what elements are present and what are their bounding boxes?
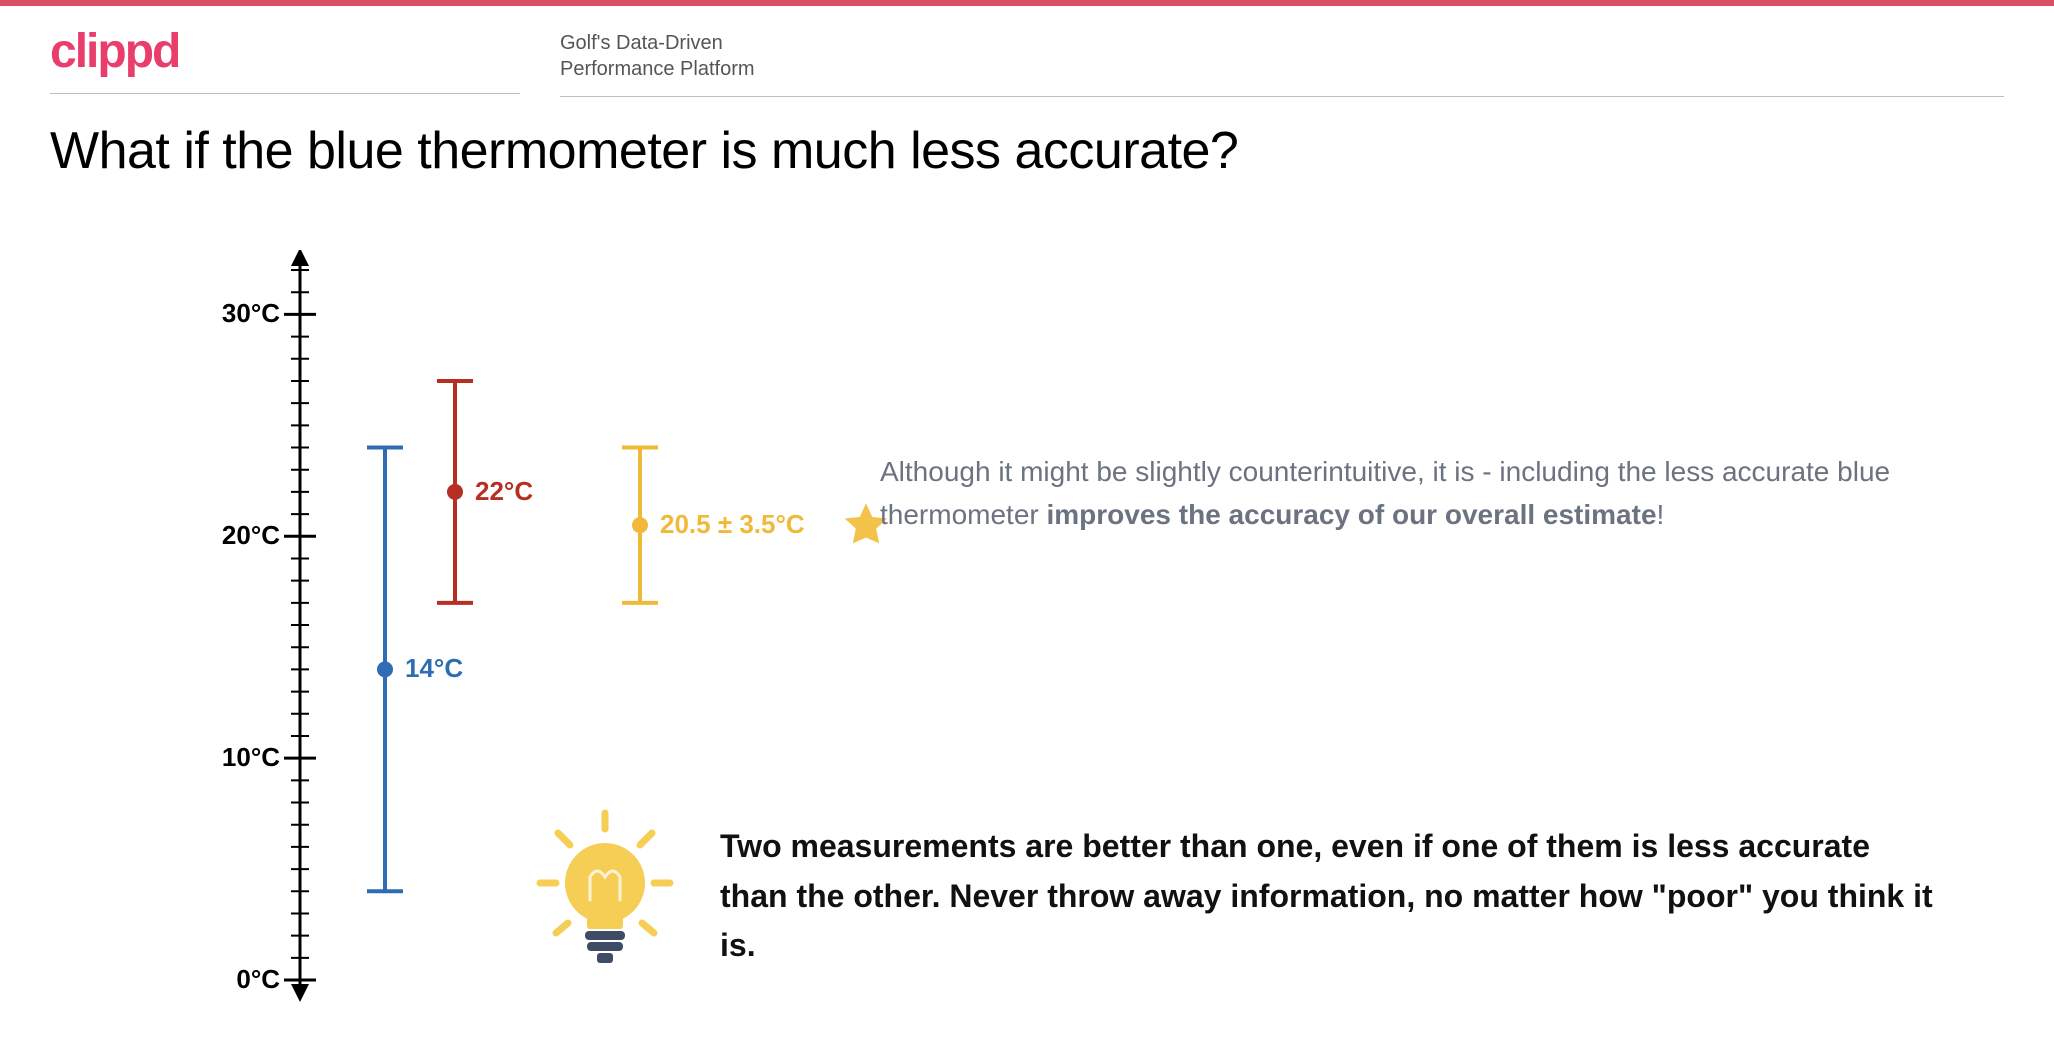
takeaway-text: Two measurements are better than one, ev… [720, 822, 1940, 971]
page-title: What if the blue thermometer is much les… [0, 97, 2054, 181]
explain-post: ! [1657, 499, 1665, 530]
brand-subtitle: Golf's Data-Driven Performance Platform [560, 24, 2004, 97]
slide: clippd Golf's Data-Driven Performance Pl… [0, 0, 2054, 1056]
explanation-text: Although it might be slightly counterint… [880, 450, 1930, 537]
header: clippd Golf's Data-Driven Performance Pl… [0, 6, 2054, 97]
series-label-blue: 14°C [405, 653, 463, 684]
series-label-red: 22°C [475, 476, 533, 507]
explain-bold: improves the accuracy of our overall est… [1047, 499, 1657, 530]
brand-logo: clippd [50, 24, 520, 79]
axis-tick-label: 0°C [200, 964, 280, 995]
axis-tick-label: 20°C [200, 520, 280, 551]
subtitle-line-1: Golf's Data-Driven [560, 30, 2004, 56]
lightbulb-icon [530, 805, 680, 975]
logo-container: clippd [50, 24, 520, 94]
content-area: 0°C 10°C 20°C 30°C 14°C 22°C 20.5 ± 3.5°C Alt… [0, 210, 2054, 1056]
series-label-combined: 20.5 ± 3.5°C [660, 509, 805, 540]
axis-tick-label: 30°C [200, 298, 280, 329]
subtitle-line-2: Performance Platform [560, 56, 2004, 82]
axis-tick-label: 10°C [200, 742, 280, 773]
